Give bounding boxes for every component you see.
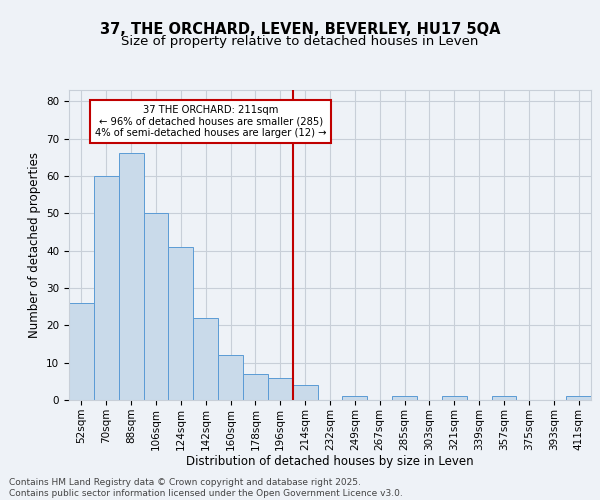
Bar (243, 374, 268, 400)
Bar (143, 214, 169, 400)
Bar (491, 396, 517, 400)
Bar (442, 396, 467, 400)
Bar (392, 396, 417, 400)
Y-axis label: Number of detached properties: Number of detached properties (28, 152, 41, 338)
Bar (94, 176, 119, 400)
Bar (169, 247, 193, 400)
Bar (119, 154, 143, 400)
Text: 37 THE ORCHARD: 211sqm
← 96% of detached houses are smaller (285)
4% of semi-det: 37 THE ORCHARD: 211sqm ← 96% of detached… (95, 105, 326, 138)
Text: Contains HM Land Registry data © Crown copyright and database right 2025.
Contai: Contains HM Land Registry data © Crown c… (9, 478, 403, 498)
Bar (69, 303, 94, 400)
Bar (218, 355, 243, 400)
X-axis label: Distribution of detached houses by size in Leven: Distribution of detached houses by size … (186, 456, 474, 468)
Bar (293, 385, 317, 400)
Bar (566, 396, 591, 400)
Bar (343, 396, 367, 400)
Bar (193, 318, 218, 400)
Text: 37, THE ORCHARD, LEVEN, BEVERLEY, HU17 5QA: 37, THE ORCHARD, LEVEN, BEVERLEY, HU17 5… (100, 22, 500, 38)
Bar (268, 378, 293, 400)
Text: Size of property relative to detached houses in Leven: Size of property relative to detached ho… (121, 35, 479, 48)
